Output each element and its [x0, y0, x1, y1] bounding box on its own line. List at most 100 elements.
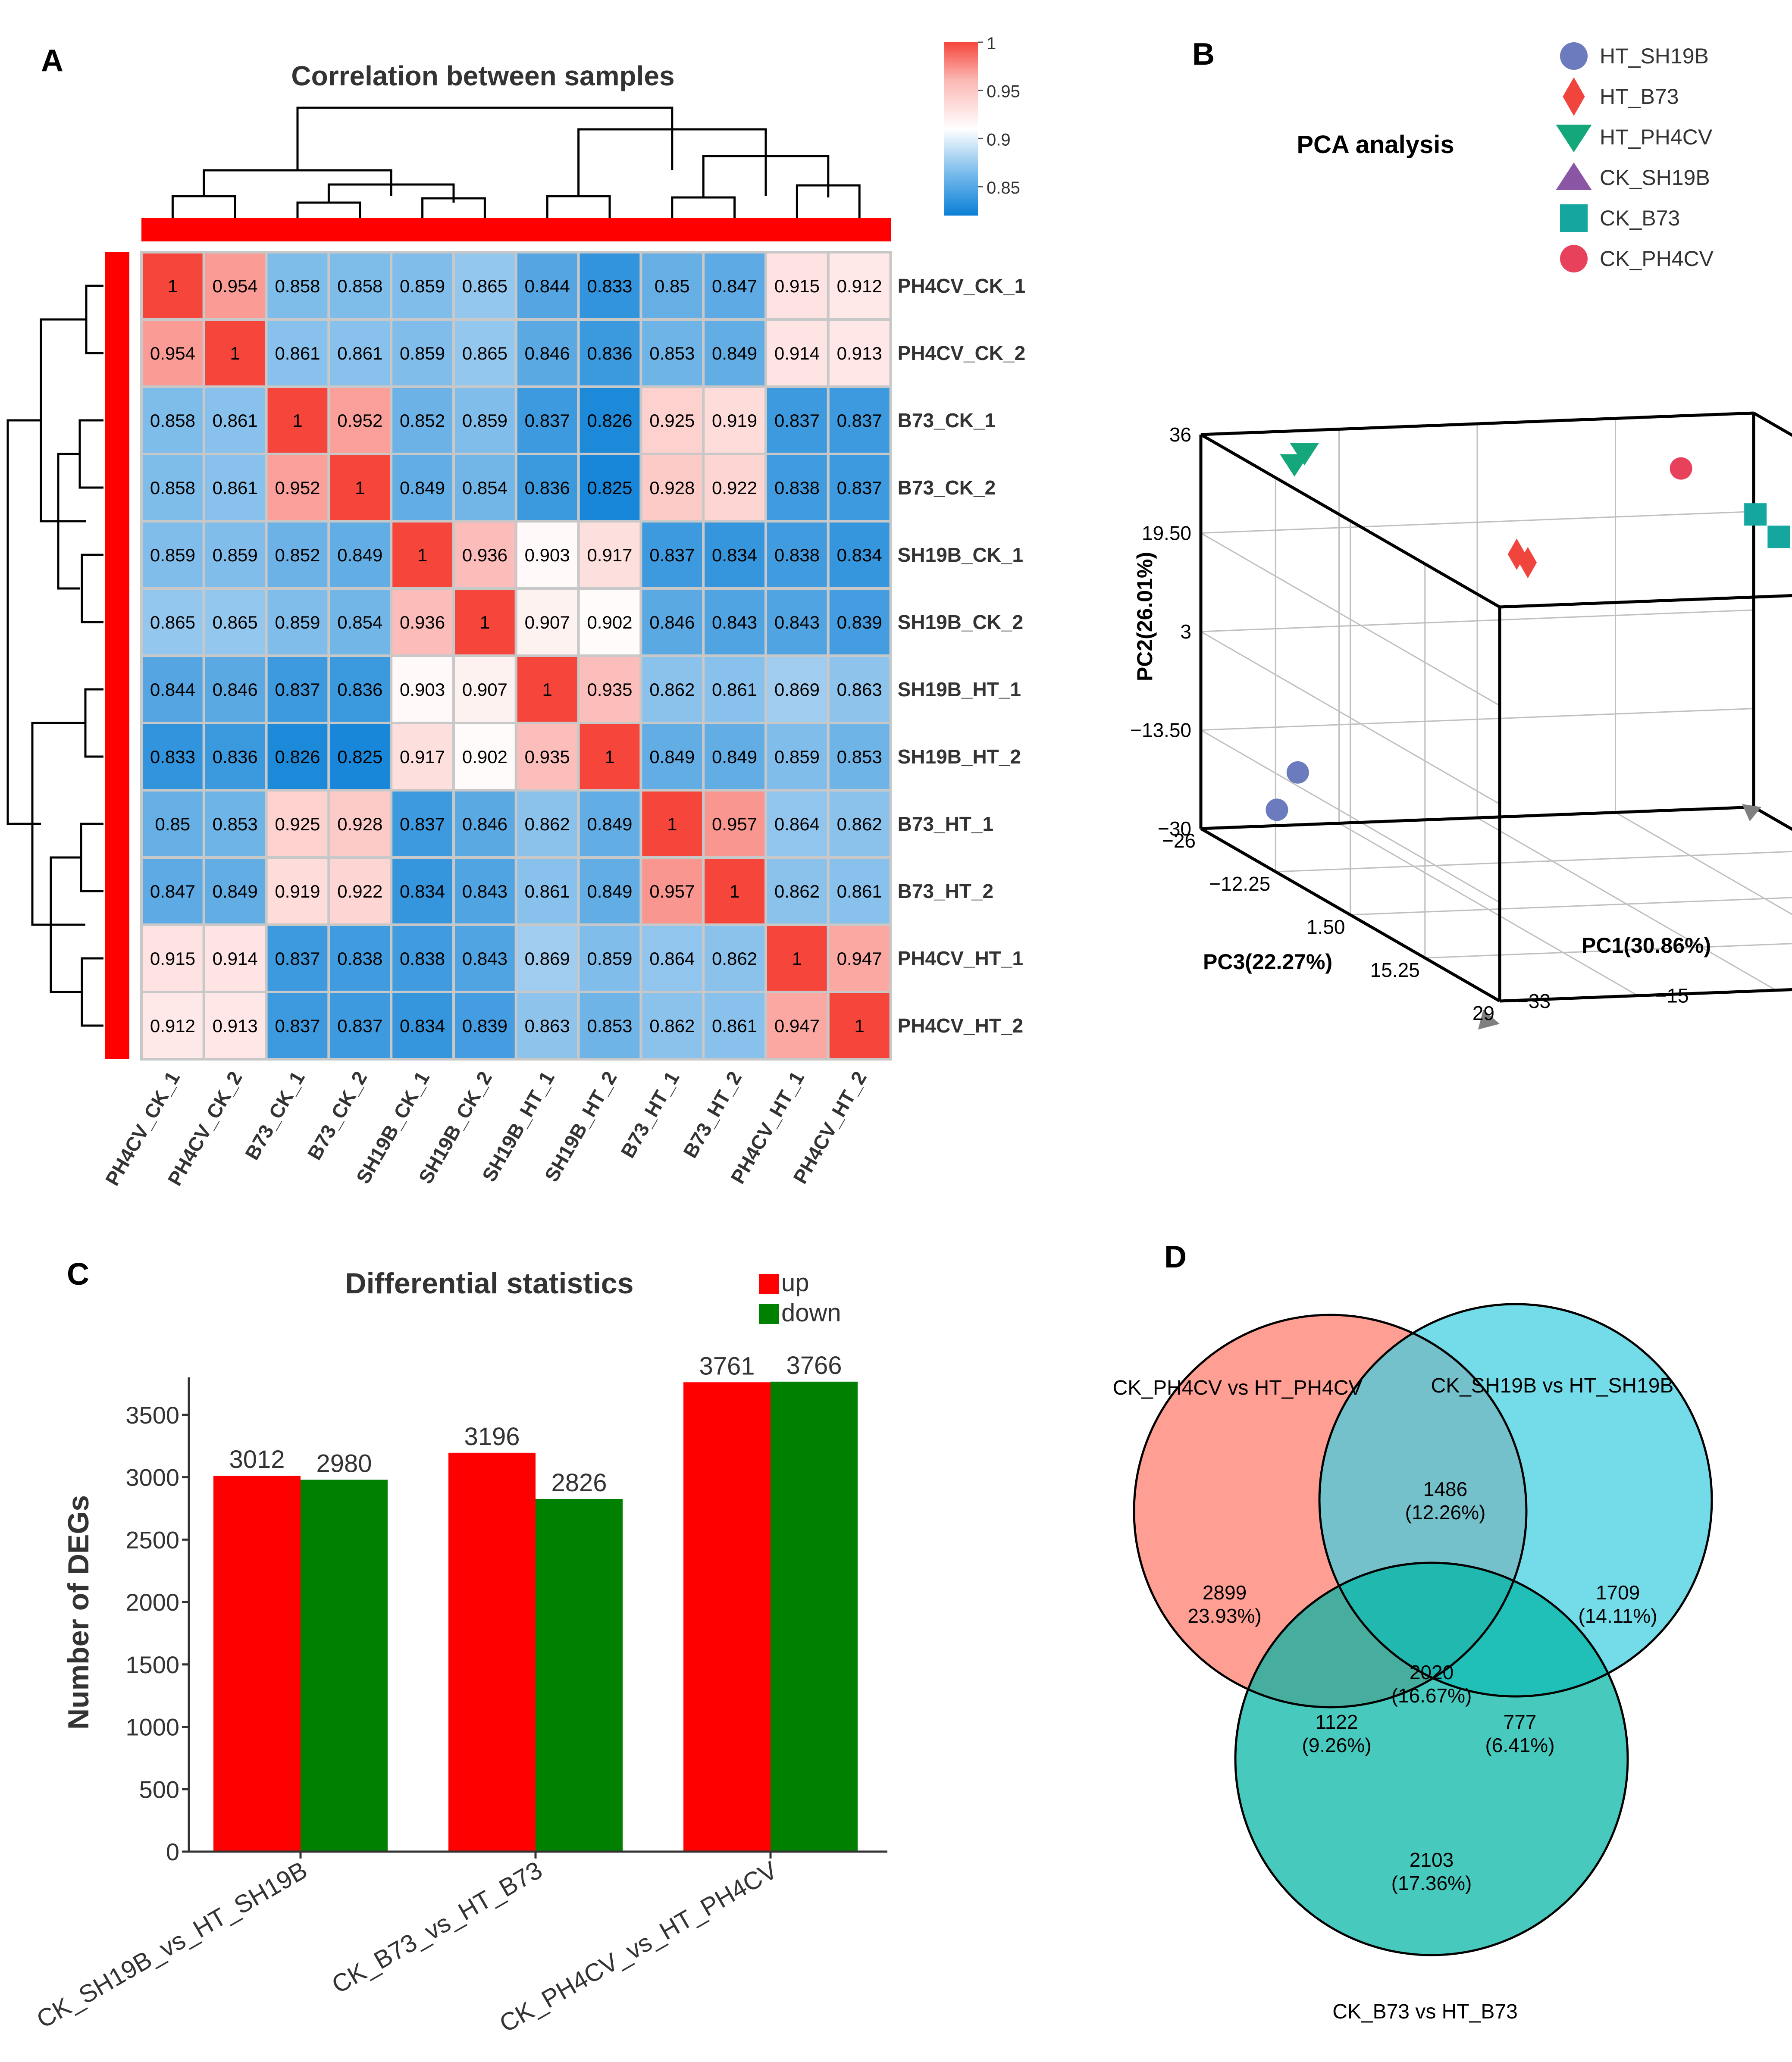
dendrogram-link	[296, 106, 674, 170]
pc3-tick-label: 15.25	[1370, 959, 1420, 981]
venn-region-percent: (14.11%)	[1578, 1605, 1657, 1627]
heatmap-cell-value: 0.915	[774, 276, 820, 296]
venn-circle-fill	[1235, 1563, 1628, 1955]
heatmap-cell-value: 0.952	[275, 478, 320, 498]
heatmap-cell	[827, 453, 892, 523]
panel-label-a: A	[41, 44, 63, 78]
pc1-tick-label: −15	[1655, 985, 1689, 1007]
heatmap-cell	[390, 991, 455, 1061]
heatmap-cell-value: 0.834	[837, 545, 882, 565]
heatmap-cell-value: 0.928	[337, 814, 382, 834]
heatmap-cell-value: 1	[168, 276, 178, 296]
heatmap-cell-value: 0.903	[525, 545, 570, 565]
heatmap-cell	[390, 385, 455, 455]
heatmap-cell-value: 0.864	[649, 948, 695, 969]
heatmap-cell-value: 0.912	[150, 1016, 195, 1036]
venn-region-count: 1122	[1316, 1711, 1358, 1733]
heatmap-cell	[327, 385, 393, 455]
heatmap-cell-value: 0.849	[712, 747, 757, 767]
heatmap-cell-value: 1	[855, 1016, 865, 1036]
heatmap-row-label: PH4CV_CK_1	[898, 275, 1026, 297]
pca-legend-marker	[1563, 77, 1585, 116]
heatmap-cell-value: 0.825	[337, 747, 382, 767]
heatmap-cell-value: 0.837	[525, 410, 570, 431]
heatmap-cell-value: 0.843	[712, 612, 757, 632]
deg-y-tick-label: 2000	[125, 1589, 179, 1616]
heatmap-cell-value: 0.957	[712, 814, 757, 834]
venn-region-percent: (6.41%)	[1485, 1734, 1554, 1756]
heatmap-cell	[702, 722, 767, 792]
heatmap-cell-value: 0.913	[837, 343, 882, 363]
pc3-tick-label: 29	[1472, 1002, 1494, 1024]
heatmap-cell-value: 1	[355, 478, 365, 498]
venn-region-count: 777	[1504, 1711, 1537, 1733]
heatmap-cell-value: 1	[542, 679, 552, 700]
heatmap-cell-value: 0.844	[525, 276, 570, 296]
heatmap-cell	[202, 789, 268, 859]
heatmap-cell	[327, 520, 393, 590]
pca-grid-line	[1425, 943, 1792, 959]
deg-legend-label: up	[781, 1269, 809, 1297]
deg-y-tick-label: 1500	[125, 1651, 179, 1678]
pc1-axis-label: PC1(30.86%)	[1582, 933, 1711, 957]
pca-legend-label: HT_PH4CV	[1600, 125, 1713, 149]
heatmap-cell	[827, 251, 892, 321]
heatmap-cell-value: 0.849	[587, 881, 632, 901]
heatmap-cell	[265, 856, 330, 926]
heatmap-cell	[265, 991, 330, 1061]
heatmap-cell-value: 0.837	[400, 814, 445, 834]
heatmap-cell	[140, 856, 205, 926]
pca-box-edge	[1200, 433, 1501, 609]
heatmap-cell-value: 0.849	[400, 478, 445, 498]
pca-grid-line	[1200, 609, 1754, 632]
heatmap-cell	[452, 587, 517, 657]
heatmap-row-label: B73_HT_1	[898, 813, 993, 835]
venn-set-label: CK_SH19B vs HT_SH19B	[1431, 1374, 1674, 1397]
heatmap-cell	[265, 722, 330, 792]
deg-bar-value-label: 3196	[464, 1423, 520, 1451]
colorbar-ticks: 1 0.95 0.9 0.85	[978, 34, 1020, 197]
heatmap-cell	[639, 654, 705, 724]
heatmap-cell-value: 0.836	[337, 679, 382, 700]
heatmap-cell	[202, 520, 268, 590]
heatmap-cell-value: 0.833	[587, 276, 632, 296]
heatmap-cell-value: 0.858	[150, 478, 195, 498]
heatmap-cell-value: 0.837	[837, 410, 882, 431]
heatmap-cell	[514, 789, 580, 859]
pc3-tick-label: −26	[1162, 829, 1196, 852]
pc3-tick-label: 1.50	[1306, 916, 1345, 938]
heatmap-cell-value: 0.859	[150, 545, 195, 565]
heatmap-cell-value: 0.843	[462, 948, 508, 969]
heatmap-cell-value: 0.912	[837, 276, 882, 296]
heatmap-cell-value: 0.849	[213, 881, 258, 901]
heatmap-cell-value: 0.858	[150, 410, 195, 431]
deg-bar-value-label: 3012	[229, 1446, 285, 1474]
heatmap-cell	[140, 251, 205, 321]
heatmap-cell-value: 0.954	[213, 276, 258, 296]
column-annotation-bar	[141, 218, 891, 241]
heatmap-cell-value: 0.854	[462, 478, 508, 498]
heatmap-cell	[140, 520, 205, 590]
heatmap-cell	[265, 587, 330, 657]
heatmap-cell	[452, 251, 517, 321]
row-dendrogram	[6, 285, 103, 1027]
venn-region-percent: (16.67%)	[1391, 1684, 1472, 1707]
pca-point	[1286, 761, 1309, 784]
heatmap-cell-value: 0.838	[774, 478, 820, 498]
heatmap-cell-value: 0.826	[275, 747, 320, 767]
heatmap-cell-value: 0.865	[462, 276, 508, 296]
heatmap-cell-value: 0.862	[712, 948, 757, 969]
pca-legend-label: CK_B73	[1600, 206, 1680, 230]
deg-bar-value-label: 2980	[316, 1449, 372, 1477]
deg-bar-up	[448, 1452, 536, 1852]
heatmap-cell	[140, 991, 205, 1061]
heatmap-cell-value: 0.838	[337, 948, 382, 969]
pc2-tick-label: 3	[1180, 620, 1191, 643]
heatmap-cell-value: 0.925	[649, 410, 695, 431]
heatmap-cell-value: 0.864	[774, 814, 820, 834]
heatmap-cell-value: 0.837	[337, 1016, 382, 1036]
panel-label-c: C	[67, 1257, 89, 1292]
heatmap-cell-value: 0.854	[337, 612, 382, 632]
heatmap-cell	[452, 453, 517, 523]
heatmap-cell-value: 0.915	[150, 948, 195, 969]
